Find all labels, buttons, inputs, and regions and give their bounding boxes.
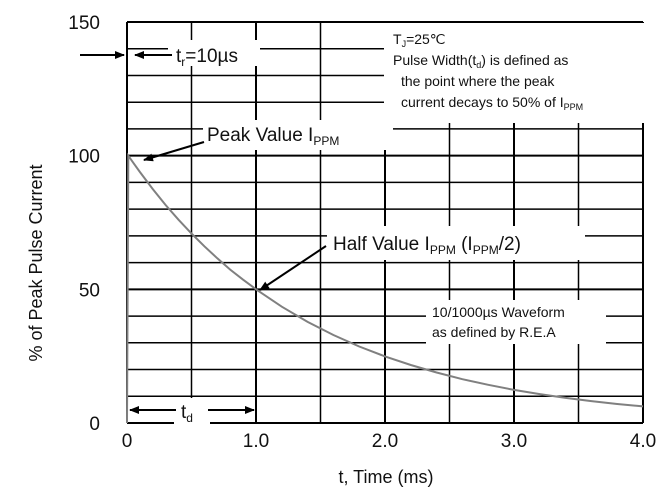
y-tick-label: 0 (89, 414, 100, 435)
rise-time-label-bg (168, 40, 260, 66)
x-tick-label: 2.0 (372, 431, 398, 452)
y-tick-label: 100 (68, 147, 100, 168)
y-axis-ticks: 0 50 100 150 (68, 13, 100, 435)
note-line-1: TJ=25℃ (393, 31, 446, 49)
peak-label-bg (203, 120, 393, 150)
rise-time-label: tr=10µs (176, 46, 238, 69)
note-line-2: Pulse Width(td) is defined as (393, 52, 568, 70)
pulse-width-label: td (181, 402, 193, 425)
note-line-3: the point where the peak (401, 73, 555, 89)
note-line-4: current decays to 50% of IPPM (401, 94, 583, 112)
y-axis-title: % of Peak Pulse Current (26, 164, 46, 361)
half-label-bg (327, 226, 585, 260)
peak-label: Peak Value IPPM (207, 125, 339, 148)
half-arrow (259, 245, 327, 291)
pulse-width-label-bg (174, 398, 210, 426)
x-axis-title: t, Time (ms) (339, 467, 434, 487)
x-tick-label: 1.0 (243, 431, 269, 452)
note-box (384, 23, 648, 123)
x-tick-label: 4.0 (630, 431, 656, 452)
series-line (126, 152, 644, 424)
y-tick-label: 50 (79, 280, 100, 301)
peak-arrow (143, 141, 205, 162)
waveform-note-bg (426, 300, 606, 344)
waveform-line-2: as defined by R.E.A (432, 324, 556, 340)
x-axis-ticks: 0 1.0 2.0 3.0 4.0 (122, 431, 657, 452)
waveform-line-1: 10/1000µs Waveform (432, 304, 565, 320)
x-tick-label: 0 (122, 431, 133, 452)
half-label: Half Value IPPM (IPPM/2) (333, 234, 521, 257)
x-tick-label: 3.0 (501, 431, 527, 452)
y-tick-label: 150 (68, 13, 100, 34)
